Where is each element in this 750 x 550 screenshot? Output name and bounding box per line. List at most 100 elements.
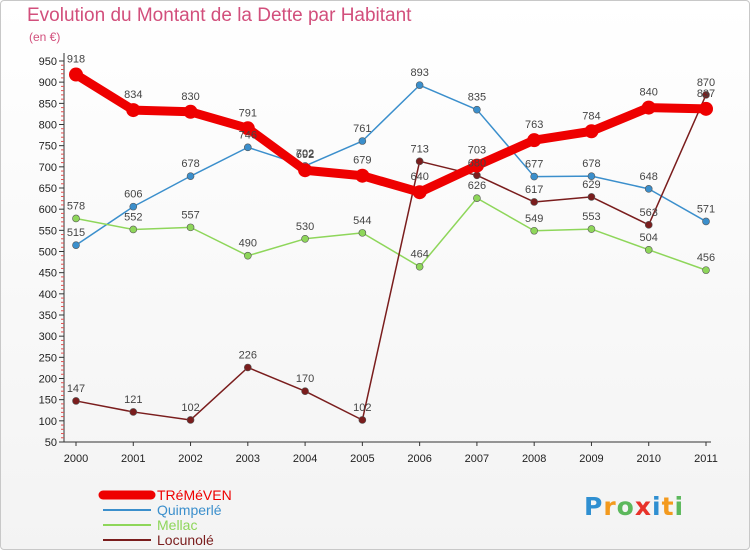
data-label: 784 (582, 110, 600, 122)
data-label: 549 (525, 213, 543, 225)
data-label: 837 (697, 88, 715, 100)
data-point (69, 67, 83, 82)
data-point (473, 171, 481, 180)
data-point (244, 251, 252, 260)
data-point (702, 217, 710, 226)
data-point (702, 91, 710, 99)
data-label: 504 (640, 232, 658, 244)
data-label: 544 (353, 215, 371, 227)
y-tick-label: 650 (39, 183, 57, 195)
data-label: 629 (582, 179, 600, 191)
data-label: 703 (468, 145, 486, 157)
legend-label: Locunolé (157, 532, 214, 548)
proxiti-logo: Proxiti (584, 492, 684, 521)
y-tick-label: 150 (39, 395, 57, 407)
data-point (301, 235, 309, 243)
series-3 (72, 91, 710, 424)
series-line (75, 94, 707, 421)
y-tick-label: 200 (39, 374, 57, 386)
data-label: 515 (67, 227, 85, 239)
data-point (129, 202, 138, 211)
x-tick-label: 2002 (178, 453, 202, 465)
y-tick-label: 50 (45, 437, 57, 449)
unit-label: (en €) (29, 30, 61, 44)
data-label: 626 (468, 180, 486, 192)
logo-letter: x (634, 492, 652, 521)
logo-letter: i (652, 492, 662, 521)
chart-title: Evolution du Montant de la Dette par Hab… (27, 5, 412, 26)
data-label: 578 (67, 200, 85, 212)
data-label: 552 (124, 211, 142, 223)
data-label: 553 (582, 211, 600, 223)
data-label: 557 (181, 209, 199, 221)
data-label: 830 (181, 91, 199, 103)
data-label: 870 (697, 77, 715, 89)
data-label: 791 (239, 107, 257, 119)
data-label: 640 (410, 171, 428, 183)
legend-label: Mellac (157, 517, 197, 533)
x-tick-label: 2010 (636, 453, 660, 465)
data-label: 464 (410, 249, 428, 261)
x-tick-label: 2007 (465, 453, 489, 465)
data-label: 713 (410, 143, 428, 155)
data-point (530, 172, 538, 181)
data-label: 840 (640, 87, 658, 99)
y-tick-label: 900 (39, 77, 57, 89)
data-label: 692 (296, 149, 314, 161)
data-point (702, 266, 710, 274)
y-tick-label: 400 (39, 289, 57, 301)
y-tick-label: 550 (39, 225, 57, 237)
data-point (415, 262, 424, 271)
logo-letter: o (616, 492, 635, 521)
data-label: 677 (525, 159, 543, 171)
y-tick-label: 350 (39, 310, 57, 322)
legend-label: Quimperlé (157, 502, 222, 518)
data-label: 678 (181, 158, 199, 170)
logo-letter: t (661, 492, 675, 521)
series-0 (69, 67, 713, 200)
data-point (129, 408, 138, 416)
data-point (358, 229, 367, 237)
data-point (72, 397, 80, 405)
data-label: 835 (468, 92, 486, 104)
data-label: 606 (124, 189, 142, 201)
data-label: 893 (410, 67, 428, 79)
data-label: 761 (353, 123, 371, 135)
y-tick-label: 300 (39, 331, 57, 343)
y-tick-label: 750 (39, 141, 57, 153)
data-point (587, 225, 596, 233)
y-tick-label: 250 (39, 352, 57, 364)
data-label: 648 (640, 171, 658, 183)
data-point (186, 416, 195, 424)
y-tick-label: 950 (39, 56, 57, 68)
y-tick-label: 450 (39, 268, 57, 280)
x-tick-label: 2009 (579, 453, 603, 465)
data-point (72, 214, 80, 223)
x-tick-label: 2005 (350, 453, 374, 465)
logo-letter: r (603, 492, 617, 521)
data-label: 834 (124, 89, 142, 101)
data-point (641, 100, 656, 115)
logo-letter: i (674, 492, 685, 521)
data-point (298, 163, 313, 178)
data-label: 490 (239, 238, 257, 250)
series-line (71, 70, 711, 197)
data-point (358, 137, 367, 145)
data-point (240, 121, 255, 136)
x-tick-label: 2004 (293, 453, 317, 465)
data-point (527, 133, 542, 148)
data-point (644, 221, 653, 229)
data-label: 746 (239, 129, 257, 141)
data-point (183, 104, 198, 119)
data-label: 147 (67, 383, 85, 395)
data-point (355, 168, 370, 183)
data-point (473, 194, 481, 202)
legend-label: TRéMéVEN (157, 487, 232, 503)
data-label: 170 (296, 373, 314, 385)
data-label: 617 (525, 184, 543, 196)
data-label: 679 (353, 155, 371, 167)
data-label: 563 (640, 207, 658, 219)
y-tick-label: 800 (39, 120, 57, 132)
data-point (126, 103, 141, 118)
